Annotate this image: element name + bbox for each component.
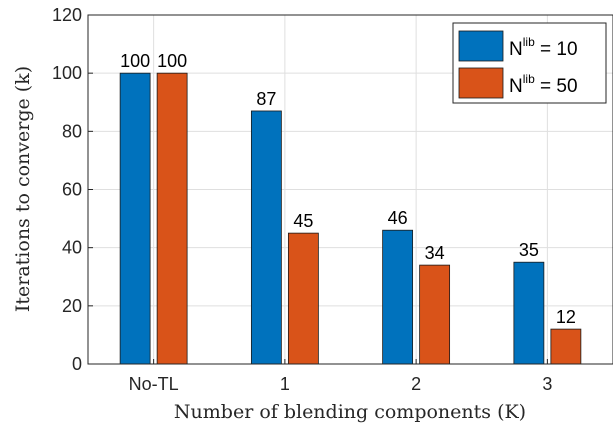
y-tick-label: 20: [62, 296, 82, 316]
y-tick-label: 60: [62, 180, 82, 200]
bar-series-2-3: [550, 328, 582, 365]
legend-swatch: [458, 67, 504, 99]
bar-series-2-1: [287, 232, 319, 365]
x-tick-label: 1: [280, 374, 290, 394]
data-label: 35: [519, 240, 539, 260]
data-labels-group: 100 100 87 45 46 34 35 12: [120, 51, 576, 327]
x-tick-label: No-TL: [129, 374, 179, 394]
x-tick-label: 2: [411, 374, 421, 394]
data-label: 45: [293, 211, 313, 231]
data-label: 46: [388, 208, 408, 228]
y-tick-label: 40: [62, 238, 82, 258]
bars-group: [119, 72, 582, 365]
data-label: 34: [425, 243, 445, 263]
bar-series-2-No-TL: [156, 72, 188, 365]
y-tick-label: 100: [52, 63, 82, 83]
y-tick-label: 80: [62, 121, 82, 141]
legend: Nlib = 10 Nlib = 50: [452, 22, 607, 104]
bar-series-1-No-TL: [119, 72, 151, 365]
y-axis-title: Iterations to converge (k): [12, 66, 34, 312]
bar-series-1-3: [513, 261, 545, 365]
data-label: 100: [120, 51, 150, 71]
x-tick-label: 3: [542, 374, 552, 394]
legend-label: Nlib = 50: [509, 72, 578, 97]
bar-series-2-2: [419, 264, 451, 365]
legend-swatch: [458, 30, 504, 62]
x-axis-title: Number of blending components (K): [174, 401, 526, 423]
data-label: 12: [556, 307, 576, 327]
y-tick-label: 120: [52, 5, 82, 25]
data-label: 100: [157, 51, 187, 71]
y-tick-label: 0: [72, 354, 82, 374]
legend-label: Nlib = 10: [509, 35, 578, 60]
x-axis-ticks: No-TL 1 2 3: [129, 359, 552, 394]
bar-series-1-2: [382, 229, 414, 365]
data-label: 87: [256, 89, 276, 109]
y-axis-ticks: 0 20 40 60 80 100 120: [52, 5, 93, 374]
bar-series-1-1: [250, 110, 282, 365]
